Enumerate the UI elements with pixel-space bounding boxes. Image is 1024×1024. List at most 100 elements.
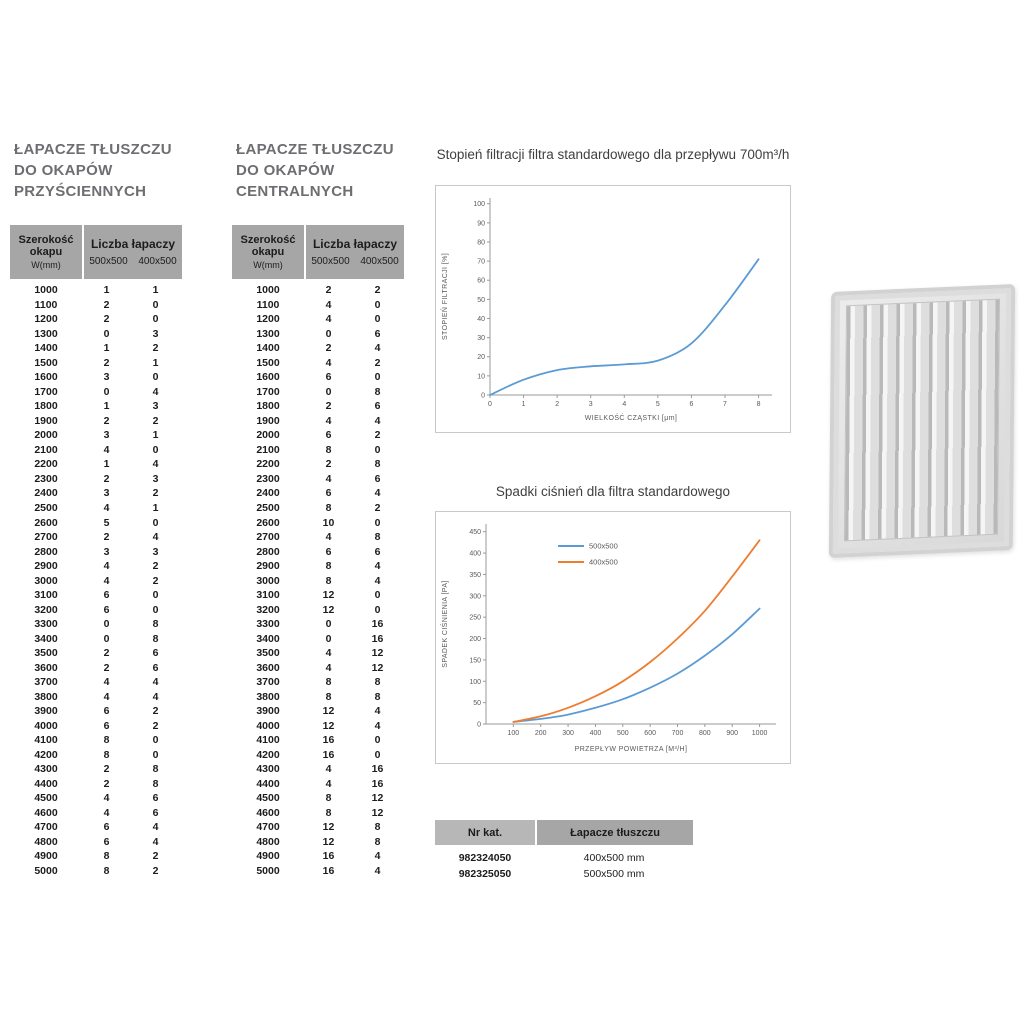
filter-count-cell: 12: [371, 792, 384, 805]
hood-width-cell: 1100: [34, 298, 58, 311]
svg-text:350: 350: [469, 572, 481, 579]
filter-count-cell: 6: [374, 472, 381, 485]
table-row: 2800 3 3: [10, 544, 182, 559]
width-unit-label: W(mm): [31, 260, 61, 270]
table-row: 4400 2 8: [10, 777, 182, 792]
filter-count-cell: 2: [103, 298, 110, 311]
table-row: 3000 4 2: [10, 573, 182, 588]
hood-width-cell: 4400: [34, 777, 58, 790]
filter-count-cell: 4: [374, 719, 381, 732]
svg-text:500: 500: [617, 730, 629, 737]
svg-text:100: 100: [469, 679, 481, 686]
table-row: 3300 0 16: [232, 617, 404, 632]
table-row: 3500 2 6: [10, 646, 182, 661]
hood-width-cell: 4900: [34, 850, 58, 863]
wall-hoods-title: ŁAPACZE TŁUSZCZU DO OKAPÓW PRZYŚCIENNYCH: [14, 141, 172, 200]
hood-width-cell: 2100: [256, 443, 280, 456]
filter-count-cell: 0: [152, 748, 159, 761]
filter-count-cell: 0: [325, 385, 332, 398]
filter-count-cell: 6: [374, 400, 381, 413]
table-row: 4500 8 12: [232, 791, 404, 806]
hood-width-cell: 4000: [34, 719, 58, 732]
hood-width-cell: 4000: [256, 719, 280, 732]
table-row: 2000 6 2: [232, 428, 404, 443]
filter-count-cell: 2: [374, 429, 381, 442]
filter-count-cell: 3: [152, 472, 159, 485]
table-row: 1800 2 6: [232, 399, 404, 414]
filter-count-cell: 4: [152, 385, 159, 398]
hood-width-cell: 4400: [256, 777, 280, 790]
hood-width-cell: 3500: [34, 647, 58, 660]
table-row: 4100 8 0: [10, 733, 182, 748]
table-row: 1300 0 3: [10, 327, 182, 342]
filter-count-cell: 12: [322, 705, 335, 718]
filter-count-cell: 0: [374, 443, 381, 456]
svg-text:5: 5: [656, 401, 660, 408]
svg-text:150: 150: [469, 657, 481, 664]
hood-width-cell: 4500: [34, 792, 58, 805]
catalog-row: 982324050 400x500 mm: [435, 850, 693, 866]
svg-text:0: 0: [488, 401, 492, 408]
filter-count-cell: 8: [325, 792, 332, 805]
filter-count-cell: 8: [325, 501, 332, 514]
hood-width-cell: 2800: [34, 545, 58, 558]
filter-count-cell: 16: [371, 632, 384, 645]
table-row: 4600 8 12: [232, 806, 404, 821]
catalog-number-cell: 982325050: [458, 868, 512, 880]
hood-width-cell: 3400: [256, 632, 280, 645]
filter-count-cell: 4: [325, 414, 332, 427]
filter-count-cell: 12: [322, 835, 335, 848]
hood-width-cell: 2700: [34, 531, 58, 544]
table-row: 1900 4 4: [232, 414, 404, 429]
svg-text:10: 10: [477, 373, 485, 380]
hood-width-cell: 5000: [34, 864, 58, 877]
filter-count-cell: 4: [152, 458, 159, 471]
svg-text:7: 7: [723, 401, 727, 408]
filter-count-cell: 2: [103, 647, 110, 660]
filtration-chart-frame: 0 1 2 3 4 5 6 7 8 0 10 20 30 40 50 60 70 80 90 100 WIELKOŚĆ …: [435, 185, 791, 433]
hood-width-cell: 3100: [34, 589, 58, 602]
count-group-label: Liczba łapaczy: [90, 237, 176, 251]
table-row: 3500 4 12: [232, 646, 404, 661]
width-header-cell: Szerokość okapu W(mm): [232, 225, 304, 279]
hood-width-cell: 4800: [34, 835, 58, 848]
hood-width-cell: 3200: [34, 603, 58, 616]
filter-count-cell: 3: [103, 487, 110, 500]
filter-count-cell: 4: [374, 487, 381, 500]
filter-count-cell: 2: [103, 472, 110, 485]
table-row: 3600 4 12: [232, 660, 404, 675]
filter-count-cell: 6: [152, 806, 159, 819]
filter-count-cell: 0: [374, 603, 381, 616]
table-row: 2900 8 4: [232, 559, 404, 574]
hood-width-cell: 4500: [256, 792, 280, 805]
filter-count-cell: 12: [322, 821, 335, 834]
table-row: 5000 8 2: [10, 864, 182, 879]
hood-width-cell: 1400: [256, 342, 280, 355]
filter-count-cell: 2: [325, 458, 332, 471]
filter-count-cell: 8: [103, 748, 110, 761]
svg-text:100: 100: [473, 201, 485, 208]
hood-width-cell: 2500: [256, 501, 280, 514]
table-row: 2600 5 0: [10, 515, 182, 530]
table-row: 2500 4 1: [10, 501, 182, 516]
count-group-header-cell: Liczba łapaczy 500x500 400x500: [84, 225, 182, 279]
filter-count-cell: 1: [152, 356, 159, 369]
table-row: 3400 0 16: [232, 631, 404, 646]
table-body: 1000 2 2 1100 4 0 1200 4 0 1300 0 6 1400 2 4 1500 4 2 1600…: [232, 283, 404, 878]
svg-text:450: 450: [469, 529, 481, 536]
filter-count-cell: 4: [103, 676, 110, 689]
svg-text:20: 20: [477, 354, 485, 361]
svg-text:500x500: 500x500: [589, 542, 618, 551]
filter-count-cell: 3: [103, 429, 110, 442]
filter-count-cell: 4: [103, 501, 110, 514]
table-row: 2600 10 0: [232, 515, 404, 530]
filter-count-cell: 2: [325, 284, 332, 297]
filter-count-cell: 1: [152, 284, 159, 297]
table-row: 1300 0 6: [232, 327, 404, 342]
table-row: 3700 4 4: [10, 675, 182, 690]
table-row: 1600 6 0: [232, 370, 404, 385]
filter-count-cell: 1: [103, 342, 110, 355]
svg-text:50: 50: [473, 700, 481, 707]
filter-count-cell: 4: [325, 531, 332, 544]
svg-text:300: 300: [469, 593, 481, 600]
